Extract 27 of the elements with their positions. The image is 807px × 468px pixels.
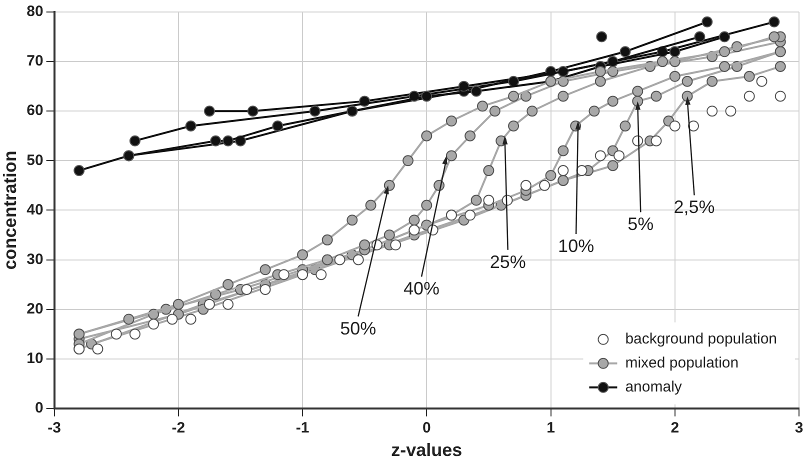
- legend-label: mixed population: [625, 354, 739, 372]
- x-tick-label: -1: [296, 420, 310, 437]
- x-tick-label: 3: [794, 420, 804, 437]
- y-tick-label: 10: [26, 350, 44, 367]
- x-axis-title: z-values: [391, 440, 462, 460]
- annotation: 10%: [558, 236, 594, 256]
- legend-label: anomaly: [625, 378, 682, 396]
- annotation: 50%: [340, 318, 376, 338]
- x-tick-label: -2: [172, 420, 186, 437]
- annotation: 40%: [403, 278, 440, 299]
- x-tick-label: 2: [670, 420, 680, 437]
- y-tick-label: 50: [26, 152, 44, 169]
- y-tick-label: 60: [26, 102, 44, 120]
- x-tick-label: -3: [48, 420, 61, 437]
- annotation: 2,5%: [674, 197, 715, 218]
- x-tick-label: 1: [546, 420, 555, 437]
- y-tick-label: 20: [26, 300, 44, 318]
- annotation: 25%: [490, 252, 526, 272]
- x-tick-label: 0: [422, 420, 431, 437]
- annotation: 5%: [628, 214, 654, 234]
- y-tick-label: 80: [26, 3, 44, 20]
- y-tick-label: 70: [26, 52, 44, 70]
- y-tick-label: 0: [34, 400, 44, 417]
- y-tick-label: 40: [26, 201, 44, 218]
- legend-label: background population: [625, 330, 778, 348]
- y-axis-title: concentration: [0, 150, 20, 270]
- y-tick-label: 30: [26, 250, 44, 268]
